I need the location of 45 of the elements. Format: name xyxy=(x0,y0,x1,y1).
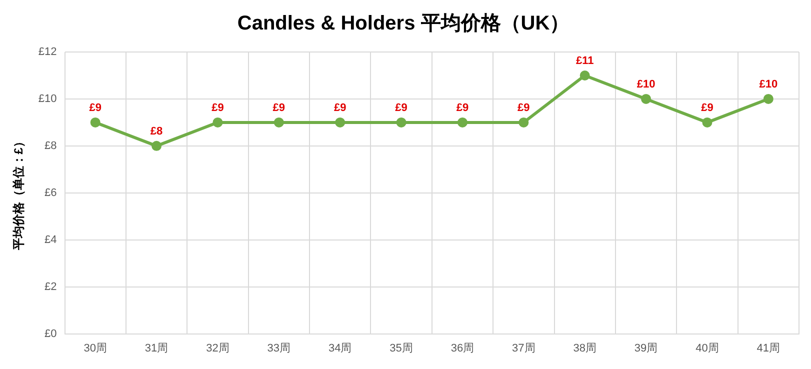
data-label: £10 xyxy=(636,78,656,90)
y-tick-label: £10 xyxy=(38,93,57,105)
y-tick-label: £8 xyxy=(44,140,57,152)
data-label: £11 xyxy=(576,55,594,68)
data-label: £9 xyxy=(701,102,714,114)
x-tick-label: 34周 xyxy=(328,342,352,354)
x-tick-label: 32周 xyxy=(206,342,230,354)
point xyxy=(702,117,712,128)
y-tick-label: £0 xyxy=(44,328,57,340)
x-tick-label: 33周 xyxy=(267,342,291,354)
point xyxy=(641,94,652,104)
data-label: £9 xyxy=(395,102,408,114)
data-label: £9 xyxy=(518,102,530,114)
data-label: £9 xyxy=(212,102,224,114)
point xyxy=(580,70,590,80)
x-tick-label: 37周 xyxy=(512,342,536,354)
y-tick-label: £12 xyxy=(38,46,57,58)
x-tick-label: 31周 xyxy=(144,342,168,354)
data-label: £9 xyxy=(334,102,346,114)
y-tick-label: £4 xyxy=(44,234,57,246)
point xyxy=(212,117,223,128)
x-tick-label: 40周 xyxy=(696,342,719,354)
point xyxy=(396,117,406,128)
data-label: £9 xyxy=(456,102,469,114)
point xyxy=(335,117,346,128)
y-tick-label: £2 xyxy=(44,280,57,293)
x-tick-label: 30周 xyxy=(84,342,107,354)
data-label: £10 xyxy=(759,78,778,90)
point xyxy=(763,94,774,104)
x-tick-label: 41周 xyxy=(756,342,780,354)
data-label: £9 xyxy=(89,102,102,114)
point xyxy=(457,117,468,128)
y-axis-title: 平均价格（单位：£） xyxy=(12,136,26,252)
x-tick-label: 35周 xyxy=(390,342,413,354)
point xyxy=(152,140,162,151)
y-tick-label: £6 xyxy=(44,186,57,199)
data-label: £9 xyxy=(272,102,286,114)
x-tick-label: 36周 xyxy=(450,342,474,354)
point xyxy=(90,117,100,128)
x-tick-label: 39周 xyxy=(634,342,658,354)
point xyxy=(274,117,284,128)
data-label: £8 xyxy=(150,125,163,138)
x-tick-label: 38周 xyxy=(573,342,596,354)
chart-title: Candles & Holders 平均价格（UK） xyxy=(237,12,570,35)
point xyxy=(518,117,529,128)
